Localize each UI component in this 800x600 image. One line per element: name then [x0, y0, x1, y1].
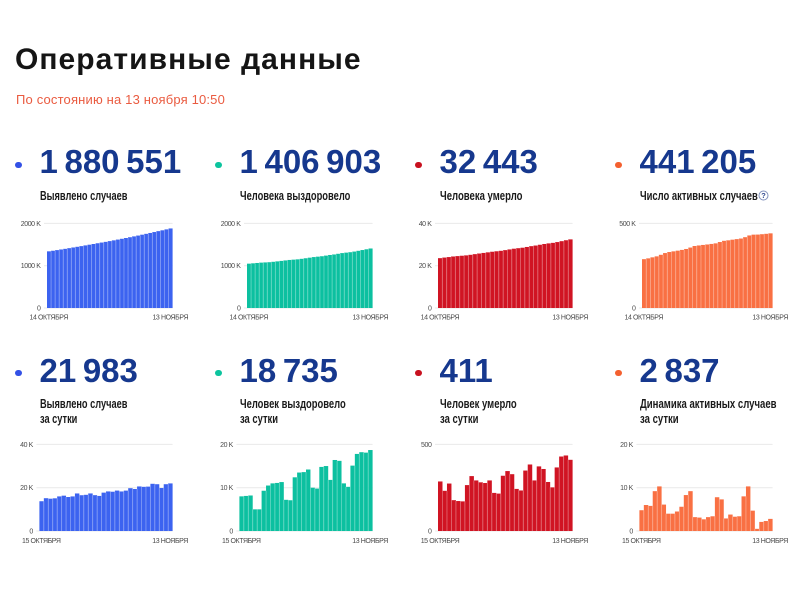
svg-text:15 ОКТЯБРЯ: 15 ОКТЯБРЯ — [222, 538, 261, 545]
svg-text:10 K: 10 K — [620, 485, 634, 492]
svg-text:0: 0 — [29, 529, 33, 536]
svg-text:13 НОЯБРЯ: 13 НОЯБРЯ — [352, 538, 388, 545]
svg-text:13 НОЯБРЯ: 13 НОЯБРЯ — [152, 538, 188, 545]
svg-text:15 ОКТЯБРЯ: 15 ОКТЯБРЯ — [421, 538, 460, 545]
svg-text:14 ОКТЯБРЯ: 14 ОКТЯБРЯ — [29, 315, 68, 322]
svg-text:15 ОКТЯБРЯ: 15 ОКТЯБРЯ — [622, 538, 661, 545]
svg-text:13 НОЯБРЯ: 13 НОЯБРЯ — [552, 538, 588, 545]
svg-text:?: ? — [762, 191, 767, 200]
svg-text:2000 K: 2000 K — [221, 221, 242, 228]
svg-text:2000 K: 2000 K — [21, 221, 42, 228]
svg-text:20 K: 20 K — [620, 442, 634, 449]
svg-text:20 K: 20 K — [419, 263, 433, 270]
svg-text:14 ОКТЯБРЯ: 14 ОКТЯБРЯ — [421, 315, 460, 322]
svg-text:13 НОЯБРЯ: 13 НОЯБРЯ — [552, 315, 588, 322]
svg-text:0: 0 — [428, 306, 432, 313]
svg-text:13 НОЯБРЯ: 13 НОЯБРЯ — [352, 315, 388, 322]
svg-text:40 K: 40 K — [419, 221, 433, 228]
svg-text:0: 0 — [237, 306, 241, 313]
svg-text:1000 K: 1000 K — [221, 263, 242, 270]
svg-text:13 НОЯБРЯ: 13 НОЯБРЯ — [752, 538, 788, 545]
svg-text:0: 0 — [629, 529, 633, 536]
svg-text:0: 0 — [229, 529, 233, 536]
svg-text:14 ОКТЯБРЯ: 14 ОКТЯБРЯ — [624, 315, 663, 322]
svg-text:500: 500 — [421, 442, 432, 449]
svg-text:10 K: 10 K — [220, 485, 234, 492]
svg-text:20 K: 20 K — [20, 485, 34, 492]
svg-text:500 K: 500 K — [619, 221, 636, 228]
svg-text:1000 K: 1000 K — [21, 263, 42, 270]
svg-text:15 ОКТЯБРЯ: 15 ОКТЯБРЯ — [22, 538, 61, 545]
svg-text:20 K: 20 K — [220, 442, 234, 449]
svg-text:0: 0 — [37, 306, 41, 313]
svg-text:13 НОЯБРЯ: 13 НОЯБРЯ — [152, 315, 188, 322]
svg-text:14 ОКТЯБРЯ: 14 ОКТЯБРЯ — [229, 315, 268, 322]
svg-text:0: 0 — [428, 529, 432, 536]
svg-text:13 НОЯБРЯ: 13 НОЯБРЯ — [752, 315, 788, 322]
svg-text:40 K: 40 K — [20, 442, 34, 449]
svg-text:0: 0 — [632, 306, 636, 313]
